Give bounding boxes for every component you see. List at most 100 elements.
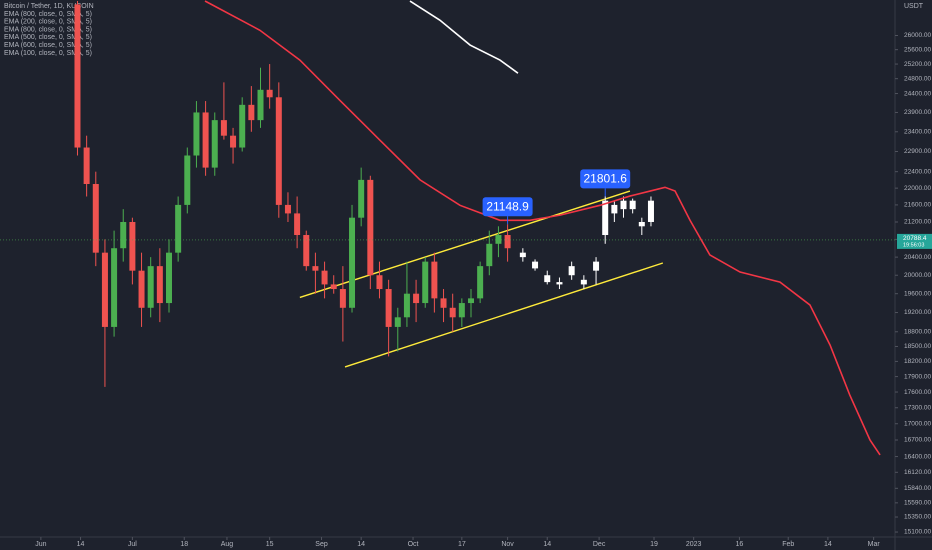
candle-body <box>611 204 618 214</box>
candle-body <box>413 293 420 304</box>
candle-body <box>202 112 209 168</box>
y-tick-label: 18500.00 <box>904 343 931 350</box>
y-tick-label: 20400.00 <box>904 254 931 261</box>
annotation-box <box>580 169 631 189</box>
x-tick-label: 17 <box>458 541 466 548</box>
y-tick-label: 16120.00 <box>904 469 931 476</box>
indicator-label: EMA (800, close, 0, SMA, 5) <box>4 11 92 18</box>
candle-body <box>101 252 108 327</box>
candle-body <box>321 270 328 285</box>
x-tick-label: Feb <box>782 541 794 548</box>
x-tick-label: Sep <box>315 541 328 548</box>
candle-body <box>138 270 145 308</box>
ema-line <box>409 0 519 74</box>
candle-body <box>403 293 410 318</box>
x-tick-label: Nov <box>501 541 514 548</box>
y-tick-label: 19200.00 <box>904 309 931 316</box>
annotation-label: 21801.6 <box>584 172 628 186</box>
candle-body <box>266 89 273 98</box>
indicator-label: EMA (100, close, 0, SMA, 5) <box>4 50 92 57</box>
y-tick-label: 18200.00 <box>904 358 931 365</box>
candle-body <box>211 120 218 168</box>
last-price-box <box>897 233 932 249</box>
candle-body <box>175 204 182 253</box>
y-tick-label: 15350.00 <box>904 514 931 521</box>
y-tick-label: 20000.00 <box>904 272 931 279</box>
ema-line <box>204 0 881 456</box>
candle-body <box>257 89 264 121</box>
x-tick-label: 18 <box>180 541 188 548</box>
candle-body <box>431 261 438 299</box>
candle-body <box>349 217 356 308</box>
x-tick-label: Mar <box>868 541 881 548</box>
y-unit: USDT <box>904 3 924 10</box>
countdown-label: 19:56:03 <box>903 242 924 248</box>
candle-body <box>339 289 346 308</box>
candle-body <box>385 289 392 327</box>
candle-body <box>544 275 551 283</box>
y-tick-label: 18800.00 <box>904 328 931 335</box>
y-tick-label: 22400.00 <box>904 168 931 175</box>
candle-body <box>602 200 609 236</box>
candle-body <box>230 135 237 148</box>
y-tick-label: 25200.00 <box>904 61 931 68</box>
candle-body <box>519 252 526 258</box>
candle-body <box>129 221 136 271</box>
candle-body <box>156 266 163 304</box>
x-tick-label: 14 <box>543 541 551 548</box>
candle-body <box>284 204 291 214</box>
indicator-label: EMA (500, close, 0, SMA, 5) <box>4 34 92 41</box>
candle-body <box>580 279 587 285</box>
candle-body <box>440 298 447 308</box>
y-tick-label: 15590.00 <box>904 500 931 507</box>
candle-body <box>422 261 429 304</box>
candle-body <box>193 112 200 156</box>
x-tick-label: Dec <box>593 541 606 548</box>
y-tick-label: 26000.00 <box>904 32 931 39</box>
candle-body <box>312 266 319 271</box>
annotation-label: 21148.9 <box>486 199 529 213</box>
candle-body <box>120 221 127 249</box>
y-tick-label: 22000.00 <box>904 185 931 192</box>
candle-body <box>184 155 191 205</box>
candle-body <box>449 307 456 318</box>
y-tick-label: 24800.00 <box>904 75 931 82</box>
y-tick-label: 17600.00 <box>904 389 931 396</box>
y-tick-label: 21200.00 <box>904 219 931 226</box>
y-tick-label: 22900.00 <box>904 148 931 155</box>
x-tick-label: 19 <box>650 541 658 548</box>
indicator-label: EMA (600, close, 0, SMA, 5) <box>4 42 92 49</box>
y-tick-label: 17900.00 <box>904 373 931 380</box>
candle-body <box>367 179 374 276</box>
candle-body <box>394 317 401 327</box>
candle-body <box>358 179 365 218</box>
candle-body <box>74 4 81 148</box>
x-tick-label: 16 <box>736 541 744 548</box>
candle-body <box>620 200 627 210</box>
indicator-label: EMA (800, close, 0, SMA, 5) <box>4 26 92 33</box>
candle-body <box>239 104 246 148</box>
y-tick-label: 19600.00 <box>904 290 931 297</box>
candle-body <box>593 261 600 271</box>
y-tick-label: 23900.00 <box>904 109 931 116</box>
candle-body <box>165 252 172 304</box>
candle-body <box>111 248 118 327</box>
candle-body <box>504 235 511 249</box>
candle-body <box>477 266 484 299</box>
y-tick-label: 17300.00 <box>904 404 931 411</box>
x-tick-label: Jul <box>128 541 137 548</box>
candle-body <box>458 303 465 318</box>
candle-body <box>467 298 474 304</box>
x-tick-label: 14 <box>357 541 365 548</box>
annotation-box <box>482 197 533 217</box>
candle-body <box>556 282 563 285</box>
y-tick-label: 16400.00 <box>904 453 931 460</box>
last-price-label: 20788.4 <box>903 235 927 242</box>
candle-body <box>568 266 575 276</box>
x-tick-label: 2023 <box>686 541 702 548</box>
y-tick-label: 21600.00 <box>904 202 931 209</box>
candle-body <box>486 243 493 267</box>
x-tick-label: 14 <box>824 541 832 548</box>
